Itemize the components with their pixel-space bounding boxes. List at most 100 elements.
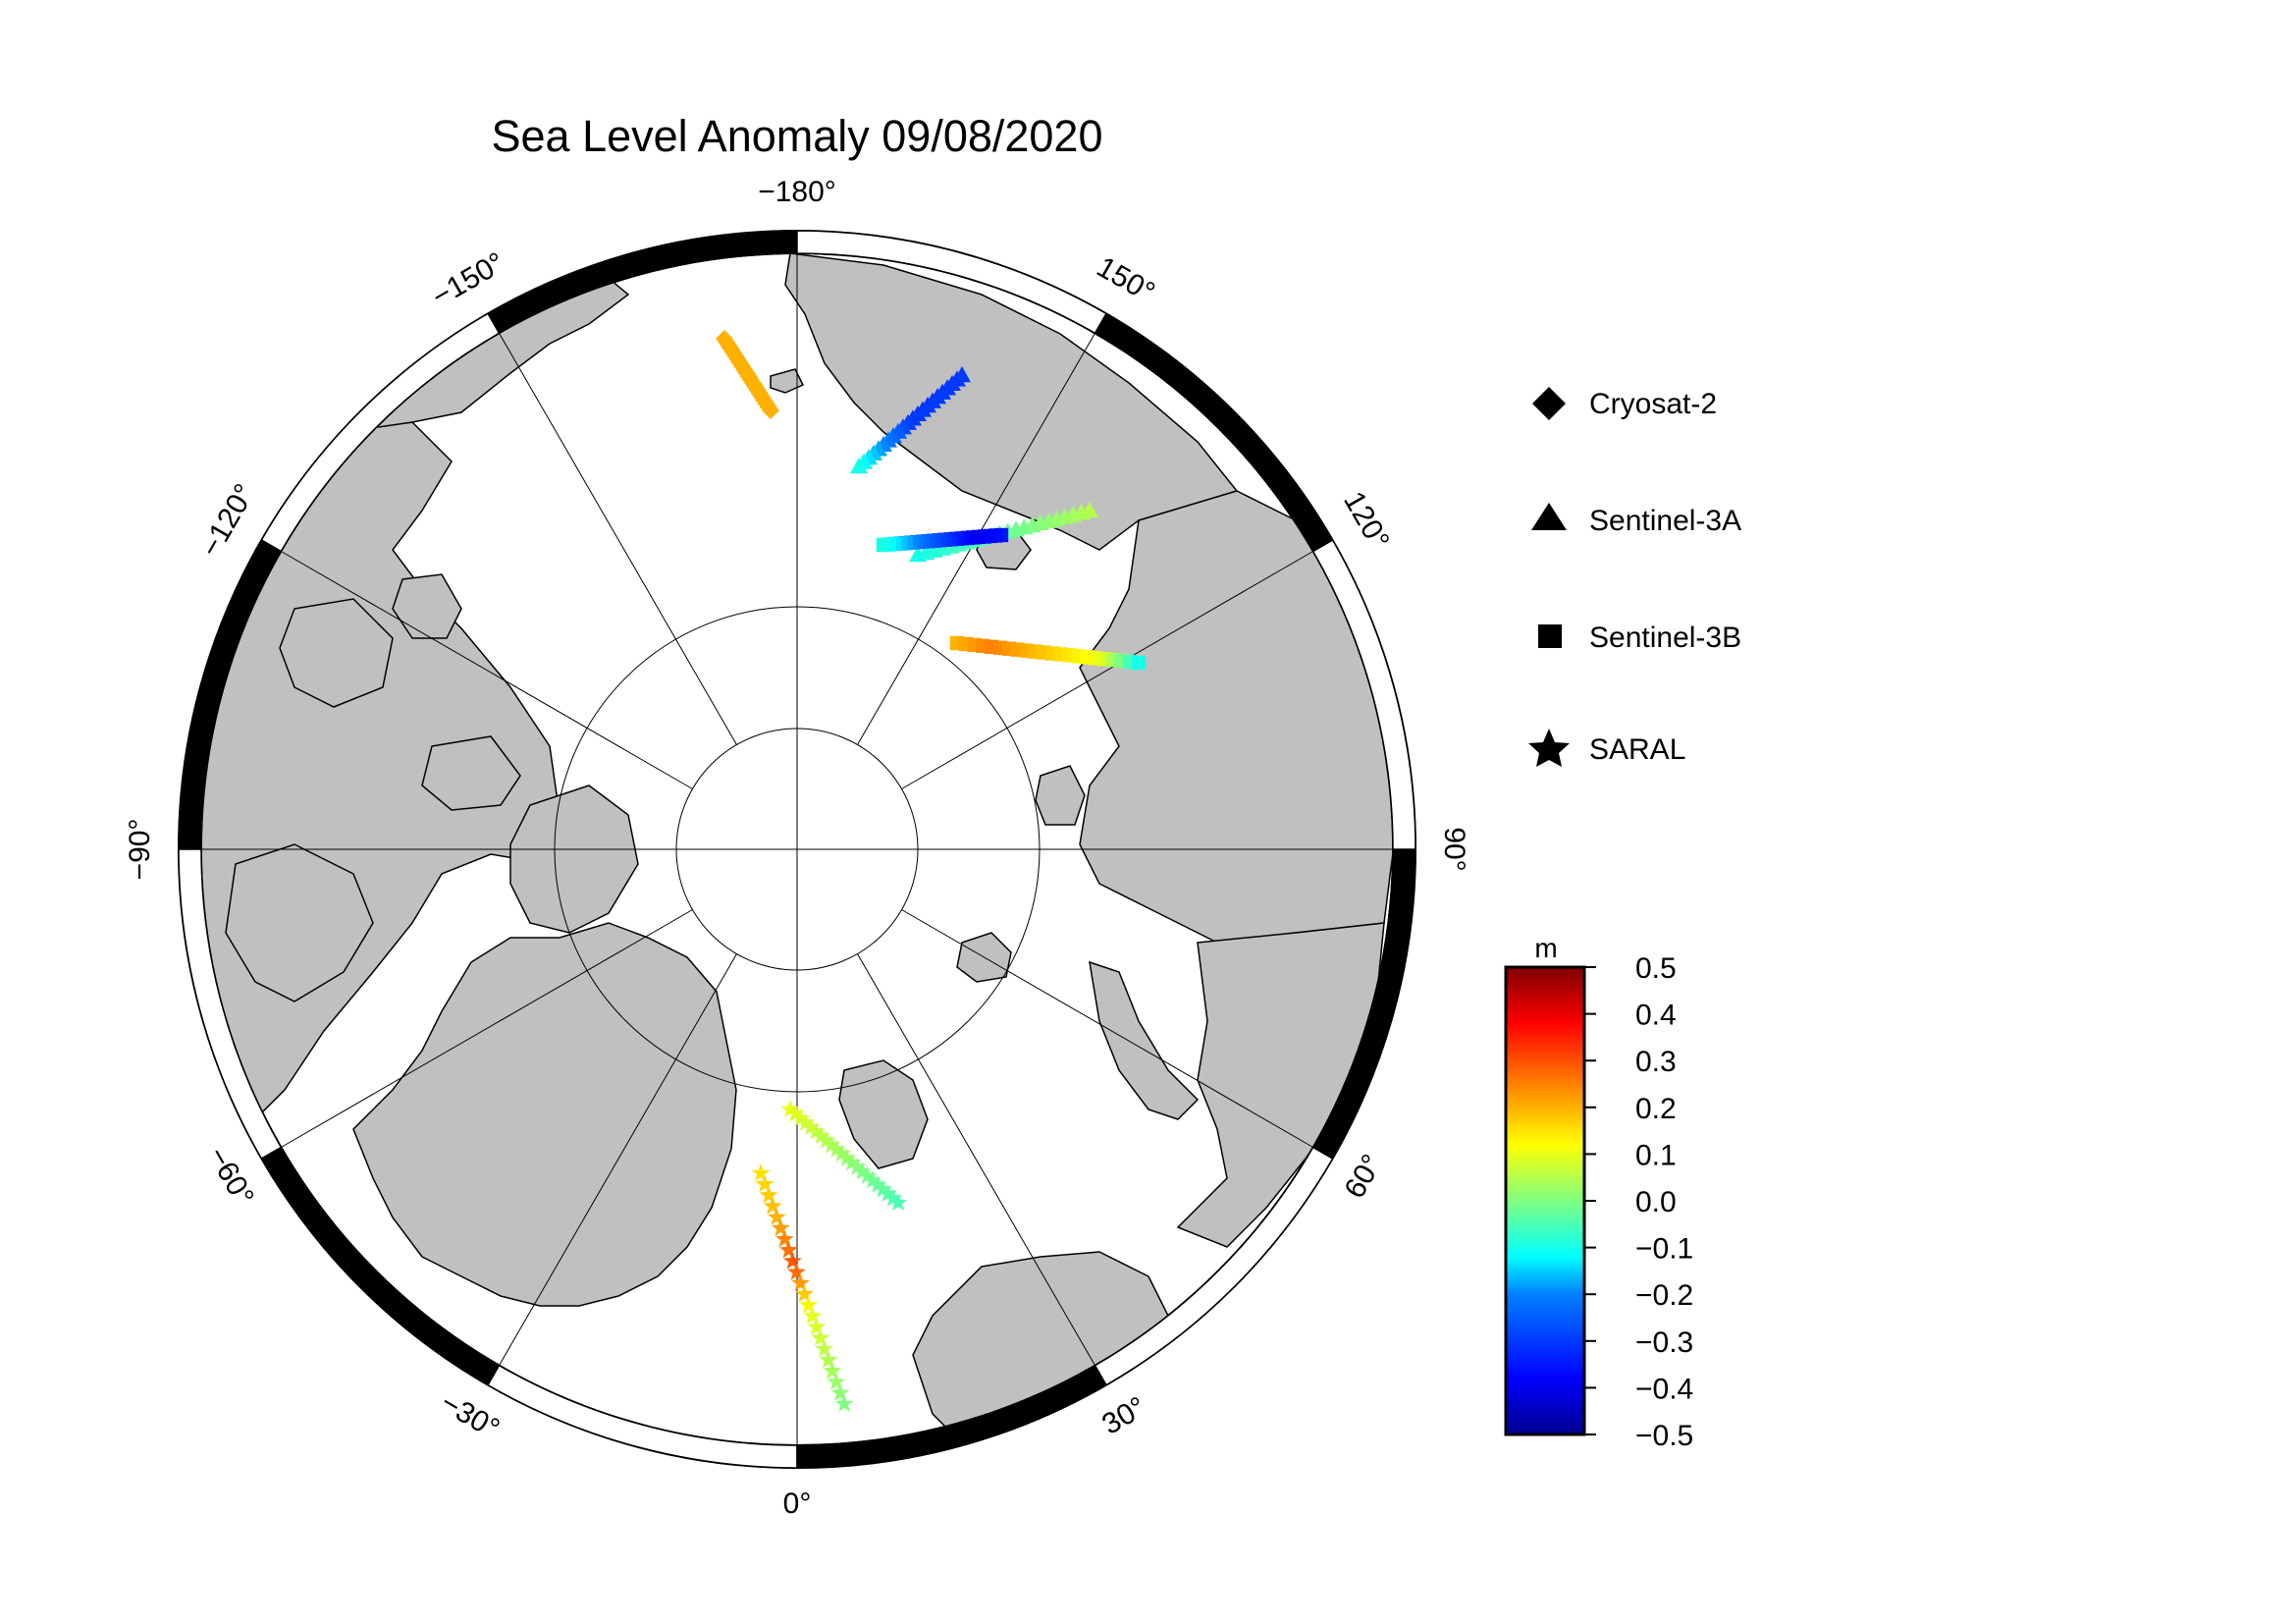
land-east-siberia	[784, 254, 1239, 551]
track-point	[801, 1117, 821, 1136]
diamond-marker-icon	[1532, 387, 1566, 420]
land-svalbard	[838, 1059, 929, 1169]
track-point	[852, 1162, 872, 1180]
track-point	[762, 402, 779, 419]
colorbar-tick-label: 0.0	[1635, 1186, 1677, 1218]
land-northern-russia	[1176, 922, 1385, 1248]
meridian-line	[281, 909, 693, 1148]
land-greenland	[352, 922, 737, 1307]
longitude-label: 150°	[1092, 250, 1160, 309]
track-point	[909, 546, 927, 563]
track-point	[876, 537, 891, 553]
track-point	[827, 1139, 846, 1158]
track-point	[873, 1179, 892, 1198]
track-point	[778, 1240, 798, 1259]
track-point	[817, 1130, 836, 1149]
meridian-line	[499, 333, 737, 745]
track-point	[763, 1196, 782, 1215]
longitude-label: 0°	[783, 1488, 812, 1520]
legend-item-sentinel-3a: Sentinel-3A	[1531, 503, 1741, 537]
colorbar-unit-label: m	[1534, 933, 1557, 963]
land-victoria	[279, 598, 394, 708]
track-point	[799, 1295, 818, 1314]
track-point	[755, 1174, 774, 1193]
land-ellesmere	[509, 784, 639, 934]
track-point	[823, 1361, 842, 1380]
track-point	[782, 1251, 802, 1270]
track-point	[759, 1185, 778, 1204]
track-point	[812, 1126, 830, 1145]
track-point	[834, 1394, 854, 1413]
track-point	[767, 1207, 786, 1225]
meridian-line	[499, 953, 737, 1366]
track-point	[879, 1184, 897, 1202]
track-point	[831, 1144, 851, 1163]
colorbar-tick-label: −0.3	[1635, 1326, 1693, 1359]
colorbar: m 0.5 0.4 0.3 0.2 0.1 0.0 −0.1 −0.2 −0.3 −0.4 −0.5	[1504, 933, 1693, 1452]
track-point	[847, 1157, 867, 1175]
track-point	[830, 1382, 850, 1401]
colorbar-gradient	[1504, 965, 1586, 1436]
track-point	[883, 1188, 903, 1207]
square-marker-icon	[1538, 624, 1562, 648]
track-point	[795, 1284, 814, 1303]
track-point	[771, 1218, 790, 1236]
track-point	[803, 1306, 823, 1325]
colorbar-tick-label: 0.4	[1635, 1000, 1677, 1032]
longitude-label: −90°	[124, 819, 156, 881]
track-point	[858, 1165, 877, 1184]
triangle-marker-icon	[1531, 503, 1567, 530]
chart-title: Sea Level Anomaly 09/08/2020	[492, 111, 1103, 161]
land-banks	[392, 573, 462, 639]
longitude-label: −180°	[758, 176, 836, 208]
track-point	[819, 1350, 838, 1369]
track-point	[751, 1163, 771, 1182]
meridian-line	[901, 909, 1313, 1148]
track-point	[868, 1175, 887, 1193]
longitude-label: 60°	[1339, 1149, 1389, 1204]
legend-label: SARAL	[1589, 733, 1685, 766]
longitude-label: −120°	[194, 479, 261, 563]
longitude-label: −150°	[427, 246, 510, 313]
marker-legend: Cryosat-2 Sentinel-3A Sentinel-3B SARAL	[1528, 387, 1741, 767]
legend-item-sentinel-3b: Sentinel-3B	[1538, 622, 1741, 654]
track-point	[780, 1100, 800, 1118]
colorbar-tick-label: −0.1	[1635, 1233, 1693, 1266]
track-point	[796, 1112, 816, 1131]
longitude-label: 30°	[1096, 1391, 1151, 1441]
track-point	[791, 1273, 810, 1291]
track-point	[827, 1372, 846, 1390]
polar-map: −180° 150° 120° 90° 60° 30° 0° −30° −60° −90° −120…	[124, 176, 1470, 1520]
legend-item-cryosat-2: Cryosat-2	[1532, 387, 1717, 420]
colorbar-tick-label: 0.5	[1635, 952, 1677, 985]
satellite-tracks	[716, 330, 1147, 1413]
meridian-line	[281, 551, 693, 789]
longitude-label: 120°	[1337, 486, 1396, 555]
legend-label: Sentinel-3A	[1589, 505, 1741, 537]
track-point	[842, 1153, 862, 1171]
track-point	[811, 1327, 830, 1346]
track-point	[806, 1121, 826, 1140]
colorbar-tick-label: 0.1	[1635, 1139, 1677, 1171]
legend-label: Cryosat-2	[1589, 388, 1717, 420]
track-point	[888, 1193, 908, 1212]
colorbar-tick-label: −0.2	[1635, 1279, 1693, 1312]
track-point	[787, 1262, 806, 1280]
longitude-label: −30°	[435, 1386, 505, 1445]
star-marker-icon	[1528, 729, 1570, 767]
legend-label: Sentinel-3B	[1589, 622, 1741, 654]
track-point	[791, 1109, 810, 1127]
track-point	[785, 1104, 805, 1122]
longitude-label: 90°	[1438, 827, 1470, 871]
colorbar-tick-label: 0.2	[1635, 1093, 1677, 1125]
land-wrangel	[770, 368, 805, 394]
legend-item-saral: SARAL	[1528, 729, 1685, 767]
longitude-label: −60°	[201, 1142, 260, 1212]
track-point	[822, 1135, 841, 1154]
track-point	[815, 1339, 834, 1358]
colorbar-tick-label: 0.3	[1635, 1046, 1677, 1078]
track-point	[1131, 655, 1147, 671]
land-severnaya-zemlya	[1035, 765, 1086, 826]
track-point	[774, 1229, 794, 1248]
